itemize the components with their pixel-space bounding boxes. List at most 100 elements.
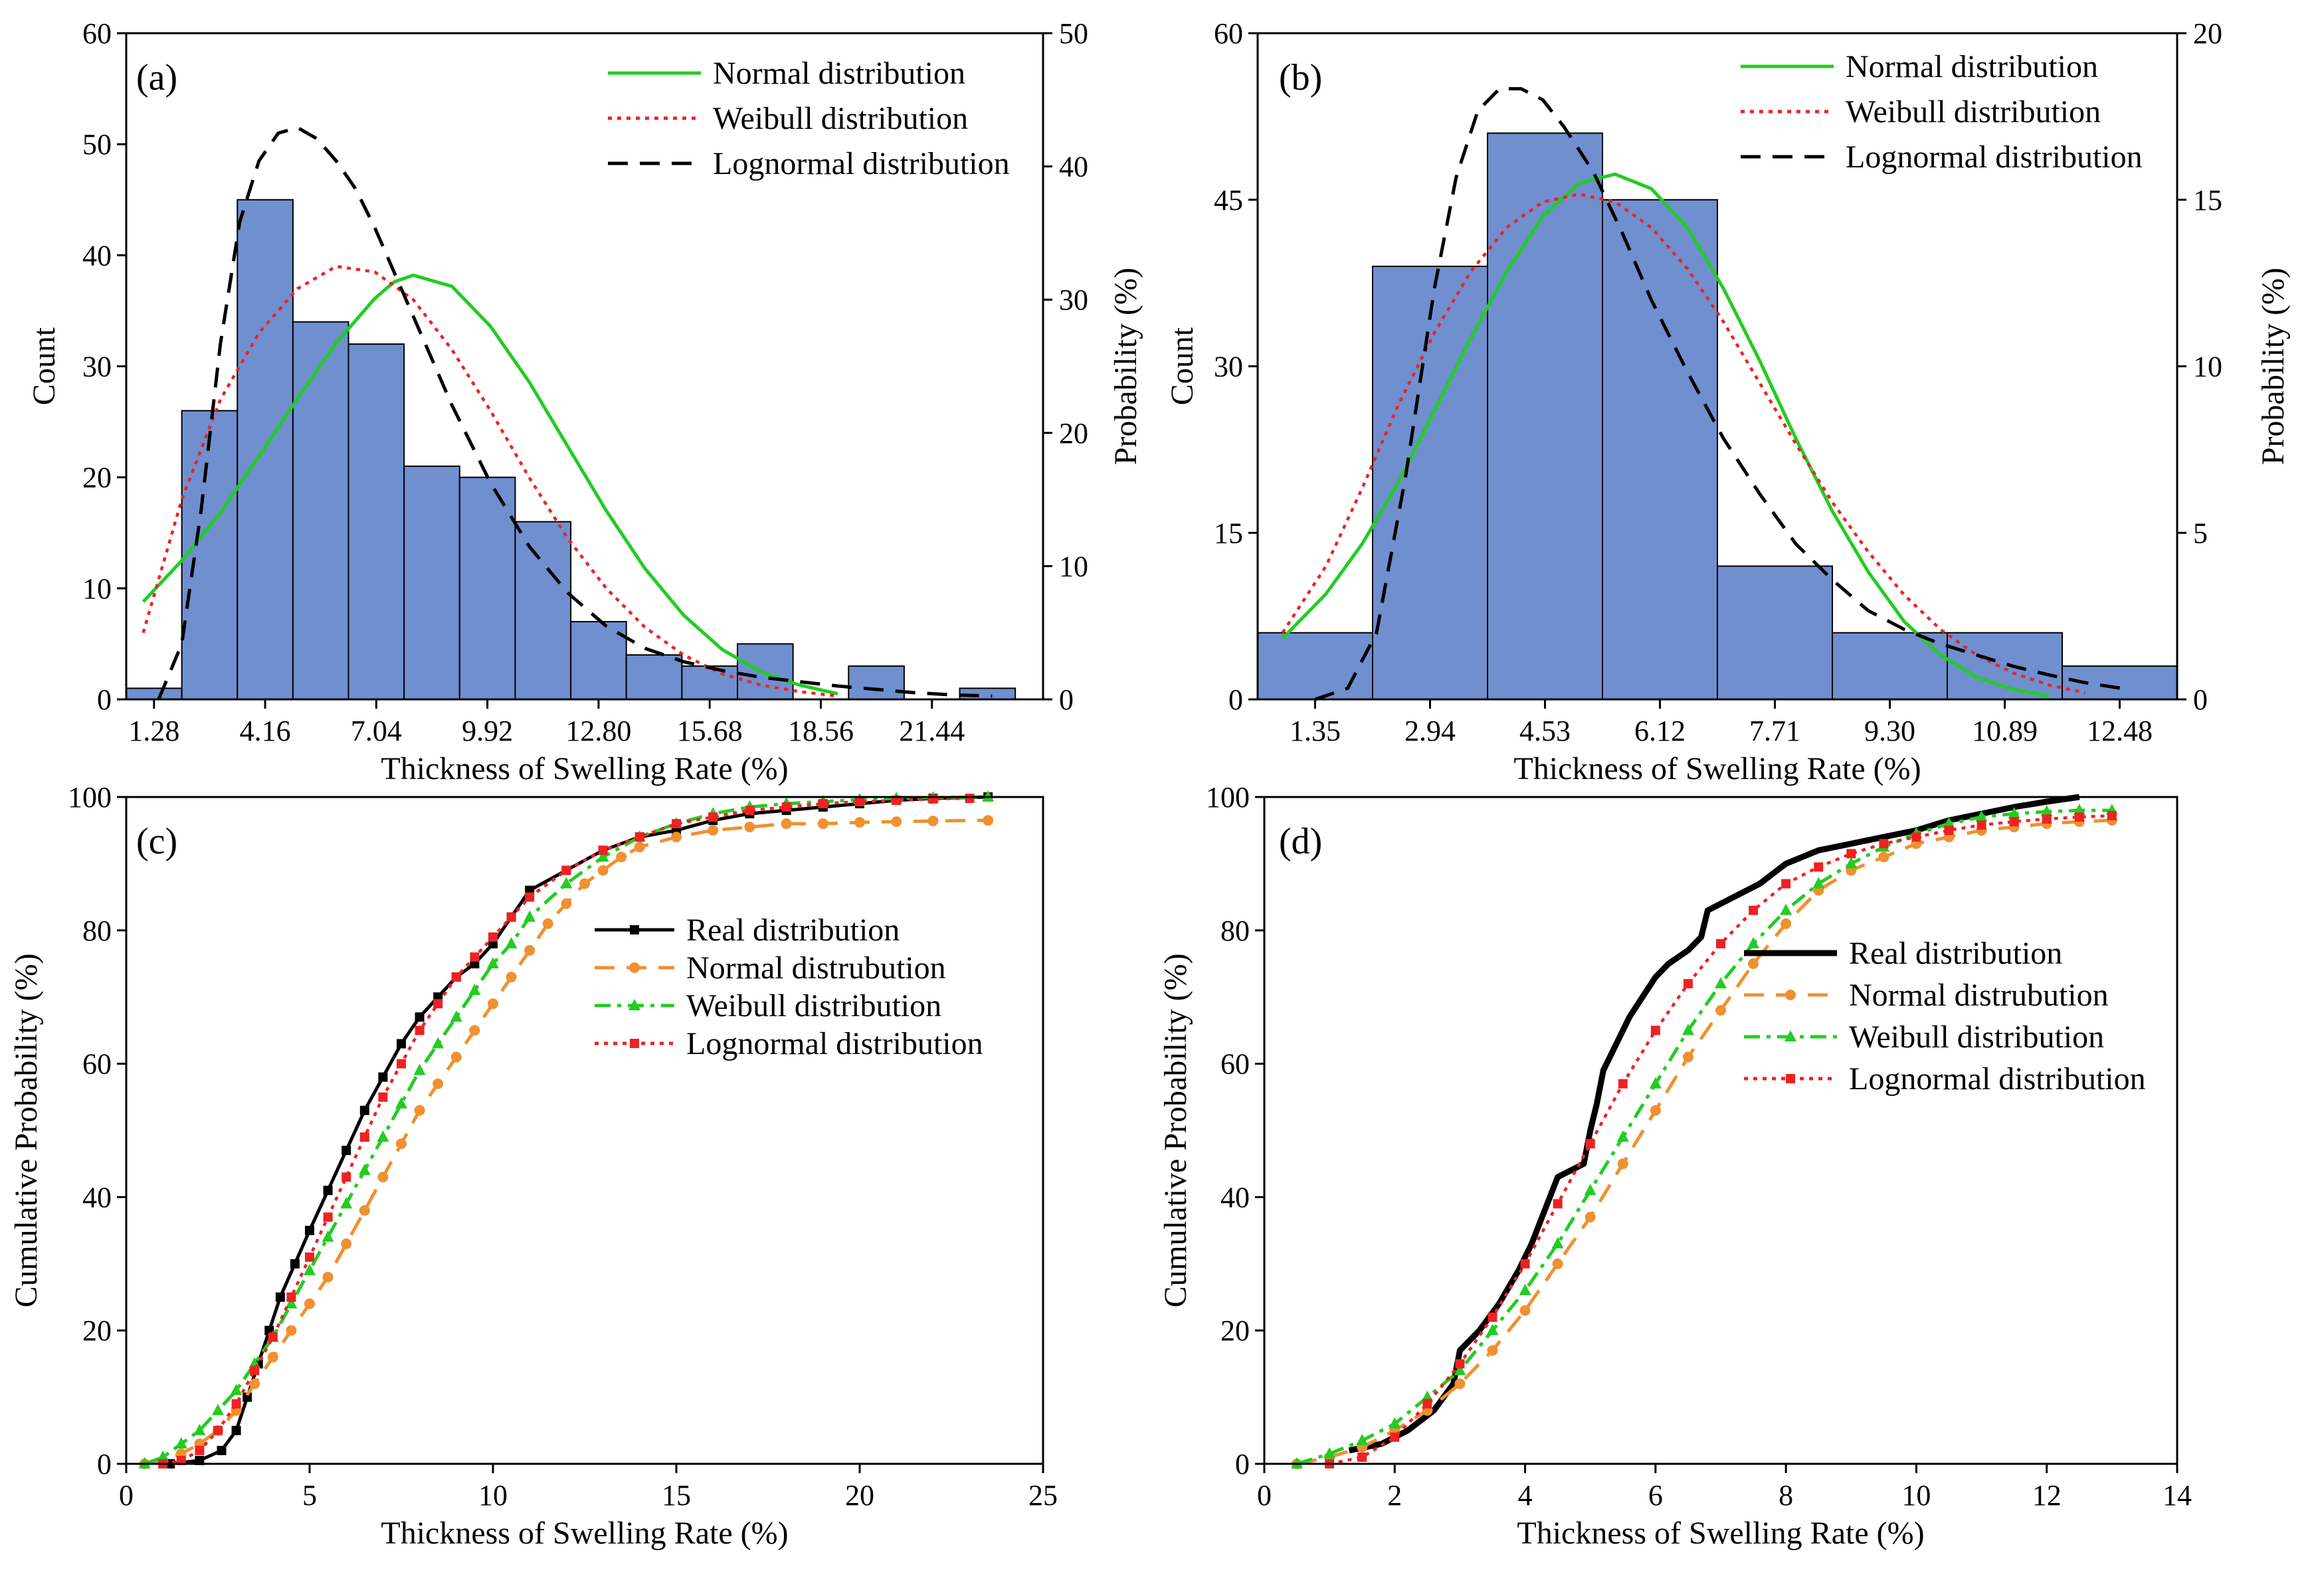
series-2-point <box>1650 1105 1661 1116</box>
y-tick-label: 30 <box>1214 351 1243 383</box>
histogram-bar <box>458 476 516 701</box>
y-tick-label: 20 <box>1220 1314 1250 1347</box>
x-tick-label: 1.35 <box>1290 715 1341 747</box>
legend-entry: Weibull distribution <box>713 101 968 136</box>
legend-marker <box>629 962 640 973</box>
x-tick-label: 12.80 <box>565 715 631 747</box>
x-tick-label: 25 <box>1028 1479 1058 1512</box>
series-3-point <box>1551 1237 1564 1249</box>
series-2-point <box>506 972 517 983</box>
series-4-point <box>818 799 828 809</box>
histogram-bar <box>514 521 572 700</box>
series-2-point <box>561 898 572 909</box>
x-tick-label: 20 <box>845 1479 874 1512</box>
series-4-point <box>195 1445 205 1455</box>
y-tick-label: 100 <box>68 781 112 814</box>
histogram-bar <box>126 687 183 700</box>
y-right-tick-label: 5 <box>2193 517 2208 549</box>
series-2-point <box>542 918 553 929</box>
series-line-2 <box>1296 818 2113 1466</box>
y-tick-label: 45 <box>1214 184 1243 217</box>
series-2-point <box>322 1271 334 1283</box>
y-right-tick-label: 15 <box>2193 184 2222 217</box>
histogram-bar <box>1717 565 1833 701</box>
y-tick-label: 50 <box>82 128 112 161</box>
y-right-axis-title: Probability (%) <box>1108 268 1143 465</box>
series-4-point <box>506 912 516 922</box>
x-tick-label: 0 <box>1257 1479 1272 1512</box>
y-tick-label: 60 <box>82 1048 112 1081</box>
histogram-bar <box>1372 266 1488 700</box>
series-4-point <box>341 1172 351 1182</box>
series-3-point <box>175 1437 187 1449</box>
series-4-point <box>965 794 975 804</box>
legend-entry: Weibull distribution <box>686 988 941 1023</box>
series-4-point <box>250 1366 260 1375</box>
series-1-point <box>323 1186 333 1196</box>
panel-label: (d) <box>1279 821 1322 862</box>
series-3-point <box>1845 857 1858 869</box>
series-2-point <box>341 1238 352 1249</box>
series-2-point <box>267 1352 278 1363</box>
y-tick-label: 100 <box>1206 781 1250 814</box>
series-3-point <box>1616 1130 1629 1142</box>
x-tick-label: 15 <box>662 1479 691 1512</box>
series-4-point <box>561 865 571 875</box>
series-4-point <box>359 1132 369 1142</box>
x-axis-title: Thickness of Swelling Rate (%) <box>1517 1516 1924 1551</box>
series-3-point <box>468 984 481 996</box>
series-3-point <box>1943 817 1955 829</box>
x-tick-label: 4.16 <box>240 715 291 747</box>
y-tick-label: 0 <box>97 1448 112 1480</box>
x-tick-label: 2 <box>1387 1479 1402 1512</box>
series-2-point <box>469 1025 480 1036</box>
histogram-bar <box>1602 199 1718 700</box>
series-4-point <box>415 1025 425 1035</box>
panel-label: (a) <box>136 57 177 98</box>
series-1-point <box>195 1455 205 1465</box>
series-2-point <box>377 1172 389 1183</box>
series-line-4 <box>162 796 970 1466</box>
y-right-tick-label: 50 <box>1059 17 1088 50</box>
y-axis-title: Cumulative Probability (%) <box>9 953 44 1307</box>
histogram-bar <box>570 620 627 701</box>
x-tick-label: 4.53 <box>1519 715 1571 747</box>
series-3-point <box>1812 877 1825 889</box>
series-2-point <box>1878 851 1889 863</box>
series-3-point <box>358 1164 371 1176</box>
histogram-bar <box>292 321 349 700</box>
series-4-point <box>1488 1312 1497 1322</box>
series-3-point <box>1584 1184 1596 1196</box>
legend-entry: Weibull distribution <box>1846 94 2101 130</box>
histogram-bar <box>1487 132 1603 700</box>
series-4-point <box>1650 1025 1660 1035</box>
series-2-point <box>616 851 627 863</box>
series-4-point <box>231 1399 241 1409</box>
series-3-point <box>340 1197 353 1209</box>
legend-entry: Weibull distribution <box>1849 1020 2104 1055</box>
legend-marker <box>1784 1030 1796 1041</box>
series-4-point <box>708 812 718 822</box>
legend-entry: Real distribution <box>686 913 900 948</box>
series-3-point <box>322 1230 334 1242</box>
series-2-point <box>854 817 865 828</box>
x-axis-title: Thickness of Swelling Rate (%) <box>381 1516 788 1551</box>
legend-entry: Lognormal distribution <box>1849 1061 2146 1097</box>
series-4-point <box>1814 862 1824 872</box>
series-2-point <box>1454 1378 1466 1389</box>
series-3-point <box>193 1423 206 1435</box>
series-4-point <box>1683 979 1693 989</box>
x-tick-label: 15.68 <box>677 715 743 747</box>
series-4-point <box>855 797 864 807</box>
y-tick-label: 40 <box>82 239 112 272</box>
panel-label: (b) <box>1279 57 1322 98</box>
series-4-point <box>2009 817 2019 827</box>
y-tick-label: 15 <box>1214 517 1243 549</box>
series-4-point <box>1520 1259 1530 1269</box>
series-4-point <box>213 1425 223 1435</box>
series-4-point <box>1781 879 1791 889</box>
x-axis-title: Thickness of Swelling Rate (%) <box>1513 751 1921 786</box>
series-3-point <box>487 957 499 968</box>
series-4-point <box>781 802 791 812</box>
